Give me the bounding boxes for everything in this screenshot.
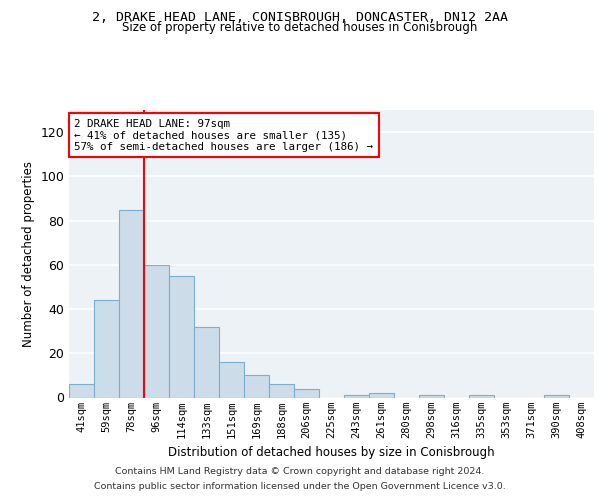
Bar: [369, 393, 394, 398]
Bar: [344, 396, 369, 398]
Bar: [144, 265, 169, 398]
Bar: [219, 362, 244, 398]
Bar: [169, 276, 194, 398]
Bar: [294, 388, 319, 398]
Bar: [119, 210, 144, 398]
Bar: [469, 396, 494, 398]
Text: Contains public sector information licensed under the Open Government Licence v3: Contains public sector information licen…: [94, 482, 506, 491]
Text: 2 DRAKE HEAD LANE: 97sqm
← 41% of detached houses are smaller (135)
57% of semi-: 2 DRAKE HEAD LANE: 97sqm ← 41% of detach…: [74, 118, 373, 152]
Bar: [544, 396, 569, 398]
Bar: [194, 326, 219, 398]
Y-axis label: Number of detached properties: Number of detached properties: [22, 161, 35, 347]
X-axis label: Distribution of detached houses by size in Conisbrough: Distribution of detached houses by size …: [168, 446, 495, 459]
Bar: [69, 384, 94, 398]
Bar: [269, 384, 294, 398]
Bar: [94, 300, 119, 398]
Text: Size of property relative to detached houses in Conisbrough: Size of property relative to detached ho…: [122, 21, 478, 34]
Text: Contains HM Land Registry data © Crown copyright and database right 2024.: Contains HM Land Registry data © Crown c…: [115, 467, 485, 476]
Bar: [244, 376, 269, 398]
Text: 2, DRAKE HEAD LANE, CONISBROUGH, DONCASTER, DN12 2AA: 2, DRAKE HEAD LANE, CONISBROUGH, DONCAST…: [92, 11, 508, 24]
Bar: [419, 396, 444, 398]
